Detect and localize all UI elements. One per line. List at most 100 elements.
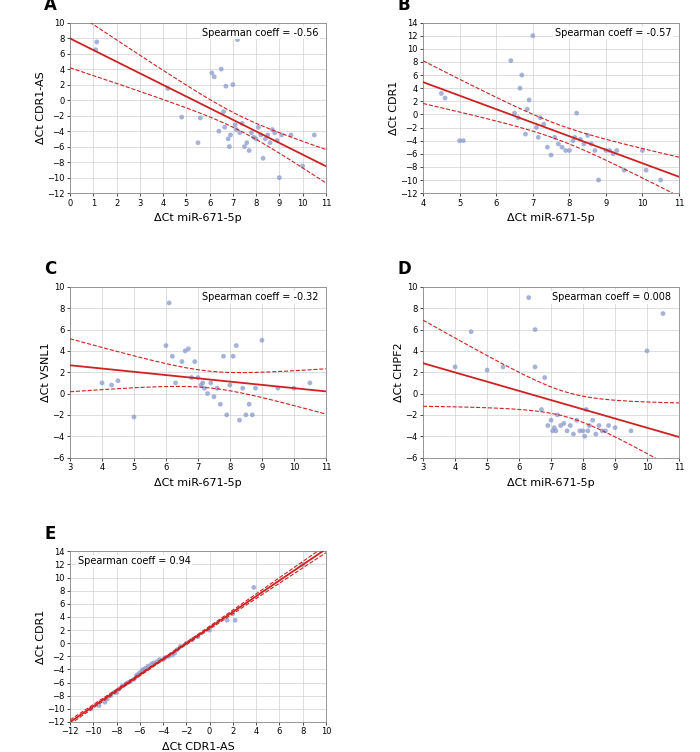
Point: [97, 377, 108, 389]
Y-axis label: ΔCt CDR1: ΔCt CDR1: [36, 610, 46, 664]
Point: [167, 649, 178, 661]
Point: [538, 118, 550, 130]
Point: [603, 420, 614, 432]
Point: [550, 425, 561, 437]
Point: [131, 670, 142, 682]
Point: [641, 345, 652, 357]
Point: [99, 696, 111, 708]
Point: [449, 361, 461, 373]
Point: [193, 631, 204, 643]
Point: [274, 171, 285, 183]
Text: Spearman coeff = -0.57: Spearman coeff = -0.57: [554, 28, 671, 38]
Point: [578, 425, 589, 437]
Point: [199, 382, 210, 394]
Point: [204, 624, 215, 636]
Point: [223, 133, 234, 145]
Point: [205, 377, 216, 389]
Point: [582, 425, 594, 437]
Point: [565, 420, 576, 432]
Point: [170, 377, 181, 389]
Point: [251, 133, 262, 145]
Point: [564, 144, 575, 156]
Point: [108, 687, 120, 699]
Point: [181, 637, 192, 649]
Point: [248, 132, 260, 144]
Point: [175, 641, 186, 653]
Point: [197, 377, 209, 389]
Point: [228, 608, 239, 620]
Point: [183, 343, 194, 355]
Point: [140, 662, 151, 674]
Point: [516, 69, 527, 81]
Point: [248, 581, 260, 593]
Point: [586, 138, 597, 150]
Point: [90, 44, 101, 56]
Point: [218, 350, 229, 362]
Point: [267, 123, 278, 135]
Point: [286, 129, 297, 141]
Point: [132, 669, 143, 681]
Point: [162, 83, 174, 95]
Point: [498, 361, 509, 373]
Point: [587, 414, 598, 426]
Point: [246, 126, 257, 138]
Point: [154, 653, 165, 666]
Point: [466, 326, 477, 338]
Point: [535, 112, 546, 124]
Point: [113, 374, 124, 387]
Point: [655, 174, 666, 186]
Point: [589, 144, 601, 156]
Point: [265, 137, 276, 149]
Point: [216, 63, 227, 75]
Point: [309, 129, 320, 141]
Point: [102, 693, 113, 705]
Point: [527, 29, 538, 41]
Point: [571, 414, 582, 426]
Point: [482, 364, 493, 376]
Point: [561, 425, 573, 437]
Point: [209, 391, 220, 403]
Point: [189, 356, 200, 368]
Point: [596, 425, 608, 437]
Point: [253, 121, 264, 133]
Point: [545, 149, 557, 161]
Point: [136, 665, 148, 677]
Point: [195, 379, 206, 391]
Point: [134, 667, 146, 679]
Point: [288, 382, 300, 394]
Point: [152, 656, 163, 668]
Point: [522, 103, 533, 115]
Point: [260, 133, 271, 145]
Point: [529, 323, 540, 335]
Point: [549, 422, 560, 434]
Point: [176, 111, 188, 123]
Point: [105, 690, 116, 702]
Point: [512, 112, 524, 124]
Point: [625, 425, 636, 437]
Point: [138, 663, 149, 675]
Point: [221, 409, 232, 421]
Point: [221, 614, 232, 626]
Point: [604, 144, 615, 156]
Point: [304, 377, 316, 389]
Point: [225, 129, 236, 141]
Point: [160, 652, 171, 664]
Point: [523, 292, 534, 304]
Point: [571, 107, 582, 119]
Point: [206, 67, 218, 79]
Point: [529, 361, 540, 373]
Point: [454, 135, 466, 147]
Point: [582, 129, 593, 141]
Point: [237, 117, 248, 129]
Point: [241, 137, 253, 149]
Point: [234, 126, 246, 138]
Point: [167, 350, 178, 362]
Point: [258, 152, 269, 164]
Point: [579, 430, 590, 442]
Point: [568, 135, 579, 147]
Point: [436, 87, 447, 99]
Text: Spearman coeff = 0.94: Spearman coeff = 0.94: [78, 556, 190, 566]
Point: [250, 382, 261, 394]
Point: [619, 164, 630, 176]
Point: [440, 92, 451, 104]
